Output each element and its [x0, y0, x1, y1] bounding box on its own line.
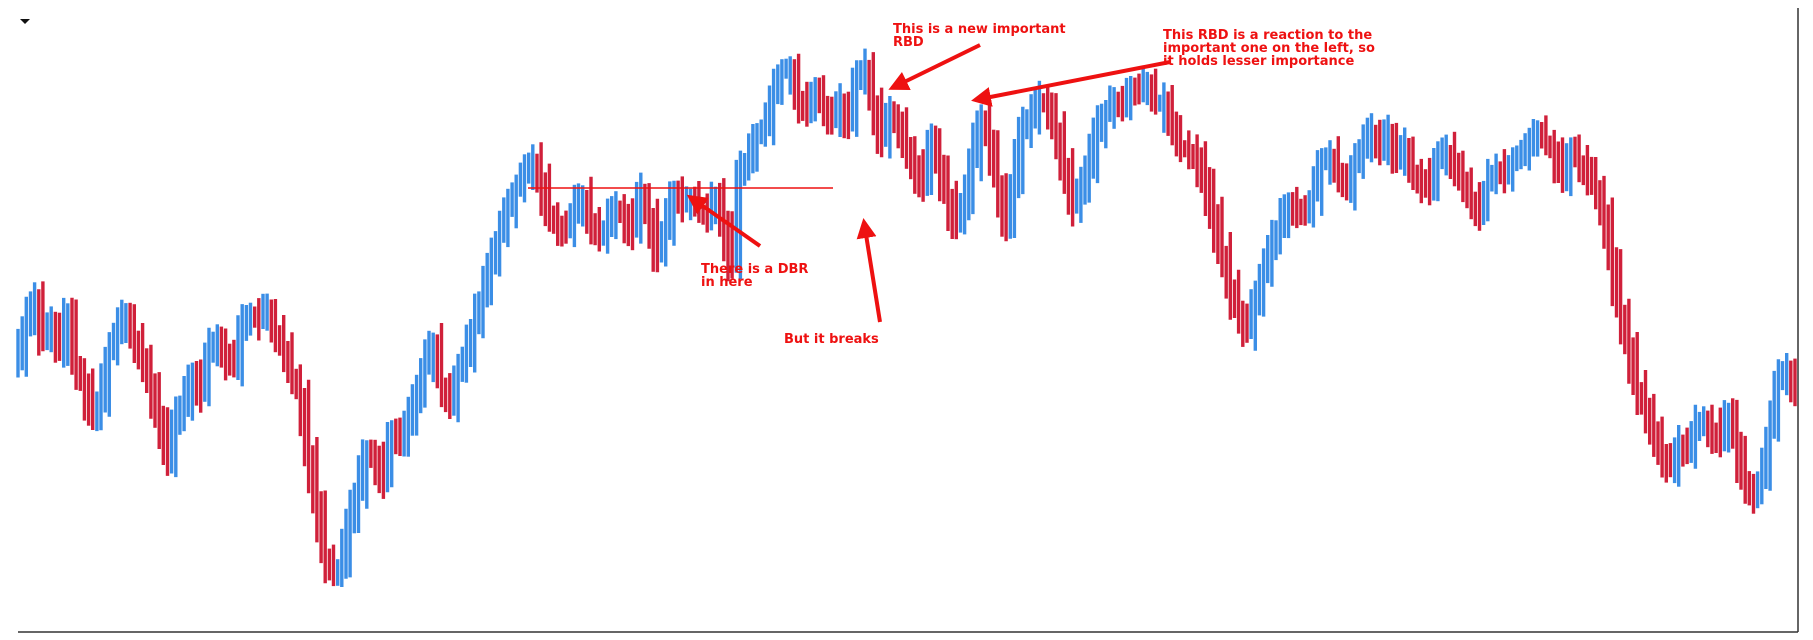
annotation-dbr-line-1: There is a DBR	[701, 262, 808, 277]
arrow-dbr	[686, 194, 762, 248]
arrow-new-rbd	[888, 43, 981, 90]
annotation-new-rbd-line-2: RBD	[893, 35, 924, 50]
arrow-breaks	[856, 218, 882, 323]
annotation-dbr: There is a DBR in here	[701, 262, 813, 290]
annotation-new-rbd: This is a new important RBD	[893, 22, 1070, 50]
annotation-breaks: But it breaks	[784, 332, 879, 347]
annotation-new-rbd-line-1: This is a new important	[893, 22, 1066, 37]
annotation-reaction-rbd-line-2: important one on the left, so	[1163, 41, 1375, 56]
annotation-dbr-line-2: in here	[701, 275, 753, 290]
chart-menu-caret-icon[interactable]	[20, 19, 30, 24]
annotation-reaction-rbd: This RBD is a reaction to the important …	[1163, 28, 1380, 69]
annotation-reaction-rbd-line-1: This RBD is a reaction to the	[1163, 28, 1372, 43]
annotation-breaks-line-1: But it breaks	[784, 332, 879, 347]
price-series	[16, 48, 1797, 587]
arrow-reaction-rbd	[971, 60, 1171, 107]
annotation-reaction-rbd-line-3: it holds lesser importance	[1163, 54, 1355, 69]
